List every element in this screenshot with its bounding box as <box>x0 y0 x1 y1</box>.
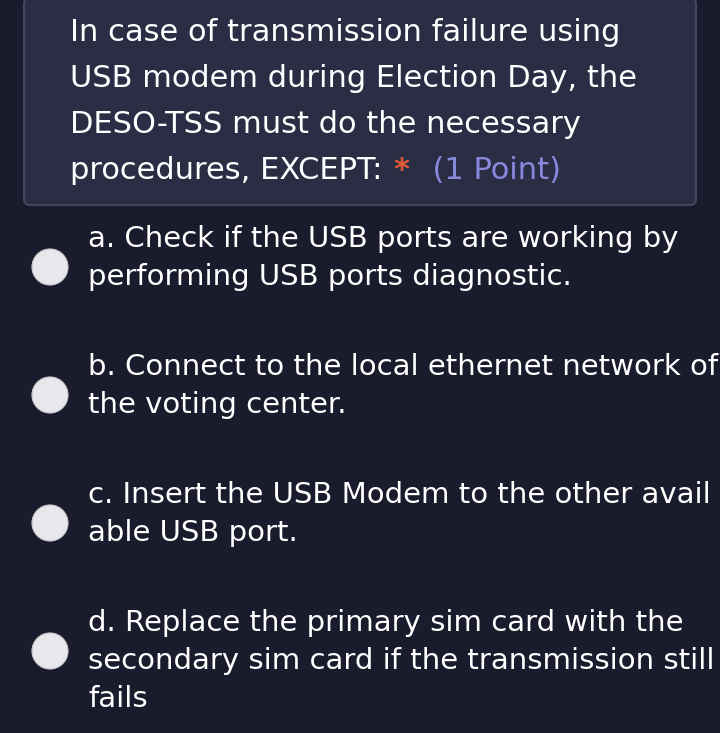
Text: able USB port.: able USB port. <box>88 519 298 547</box>
Text: *: * <box>393 156 409 185</box>
Text: d. Replace the primary sim card with the: d. Replace the primary sim card with the <box>88 609 683 637</box>
Text: DESO-TSS must do the necessary: DESO-TSS must do the necessary <box>70 110 581 139</box>
Circle shape <box>32 633 68 669</box>
Text: performing USB ports diagnostic.: performing USB ports diagnostic. <box>88 263 572 291</box>
Text: secondary sim card if the transmission still: secondary sim card if the transmission s… <box>88 647 714 675</box>
Text: b. Connect to the local ethernet network of: b. Connect to the local ethernet network… <box>88 353 718 381</box>
Text: c. Insert the USB Modem to the other avail –: c. Insert the USB Modem to the other ava… <box>88 481 720 509</box>
Text: In case of transmission failure using: In case of transmission failure using <box>70 18 621 47</box>
Text: fails: fails <box>88 685 148 713</box>
Circle shape <box>32 377 68 413</box>
Circle shape <box>32 249 68 285</box>
Circle shape <box>32 505 68 541</box>
Text: (1 Point): (1 Point) <box>413 156 561 185</box>
Text: USB modem during Election Day, the: USB modem during Election Day, the <box>70 64 637 93</box>
Text: the voting center.: the voting center. <box>88 391 346 419</box>
Text: procedures, EXCEPT:: procedures, EXCEPT: <box>70 156 392 185</box>
Text: a. Check if the USB ports are working by: a. Check if the USB ports are working by <box>88 225 678 253</box>
FancyBboxPatch shape <box>24 0 696 205</box>
